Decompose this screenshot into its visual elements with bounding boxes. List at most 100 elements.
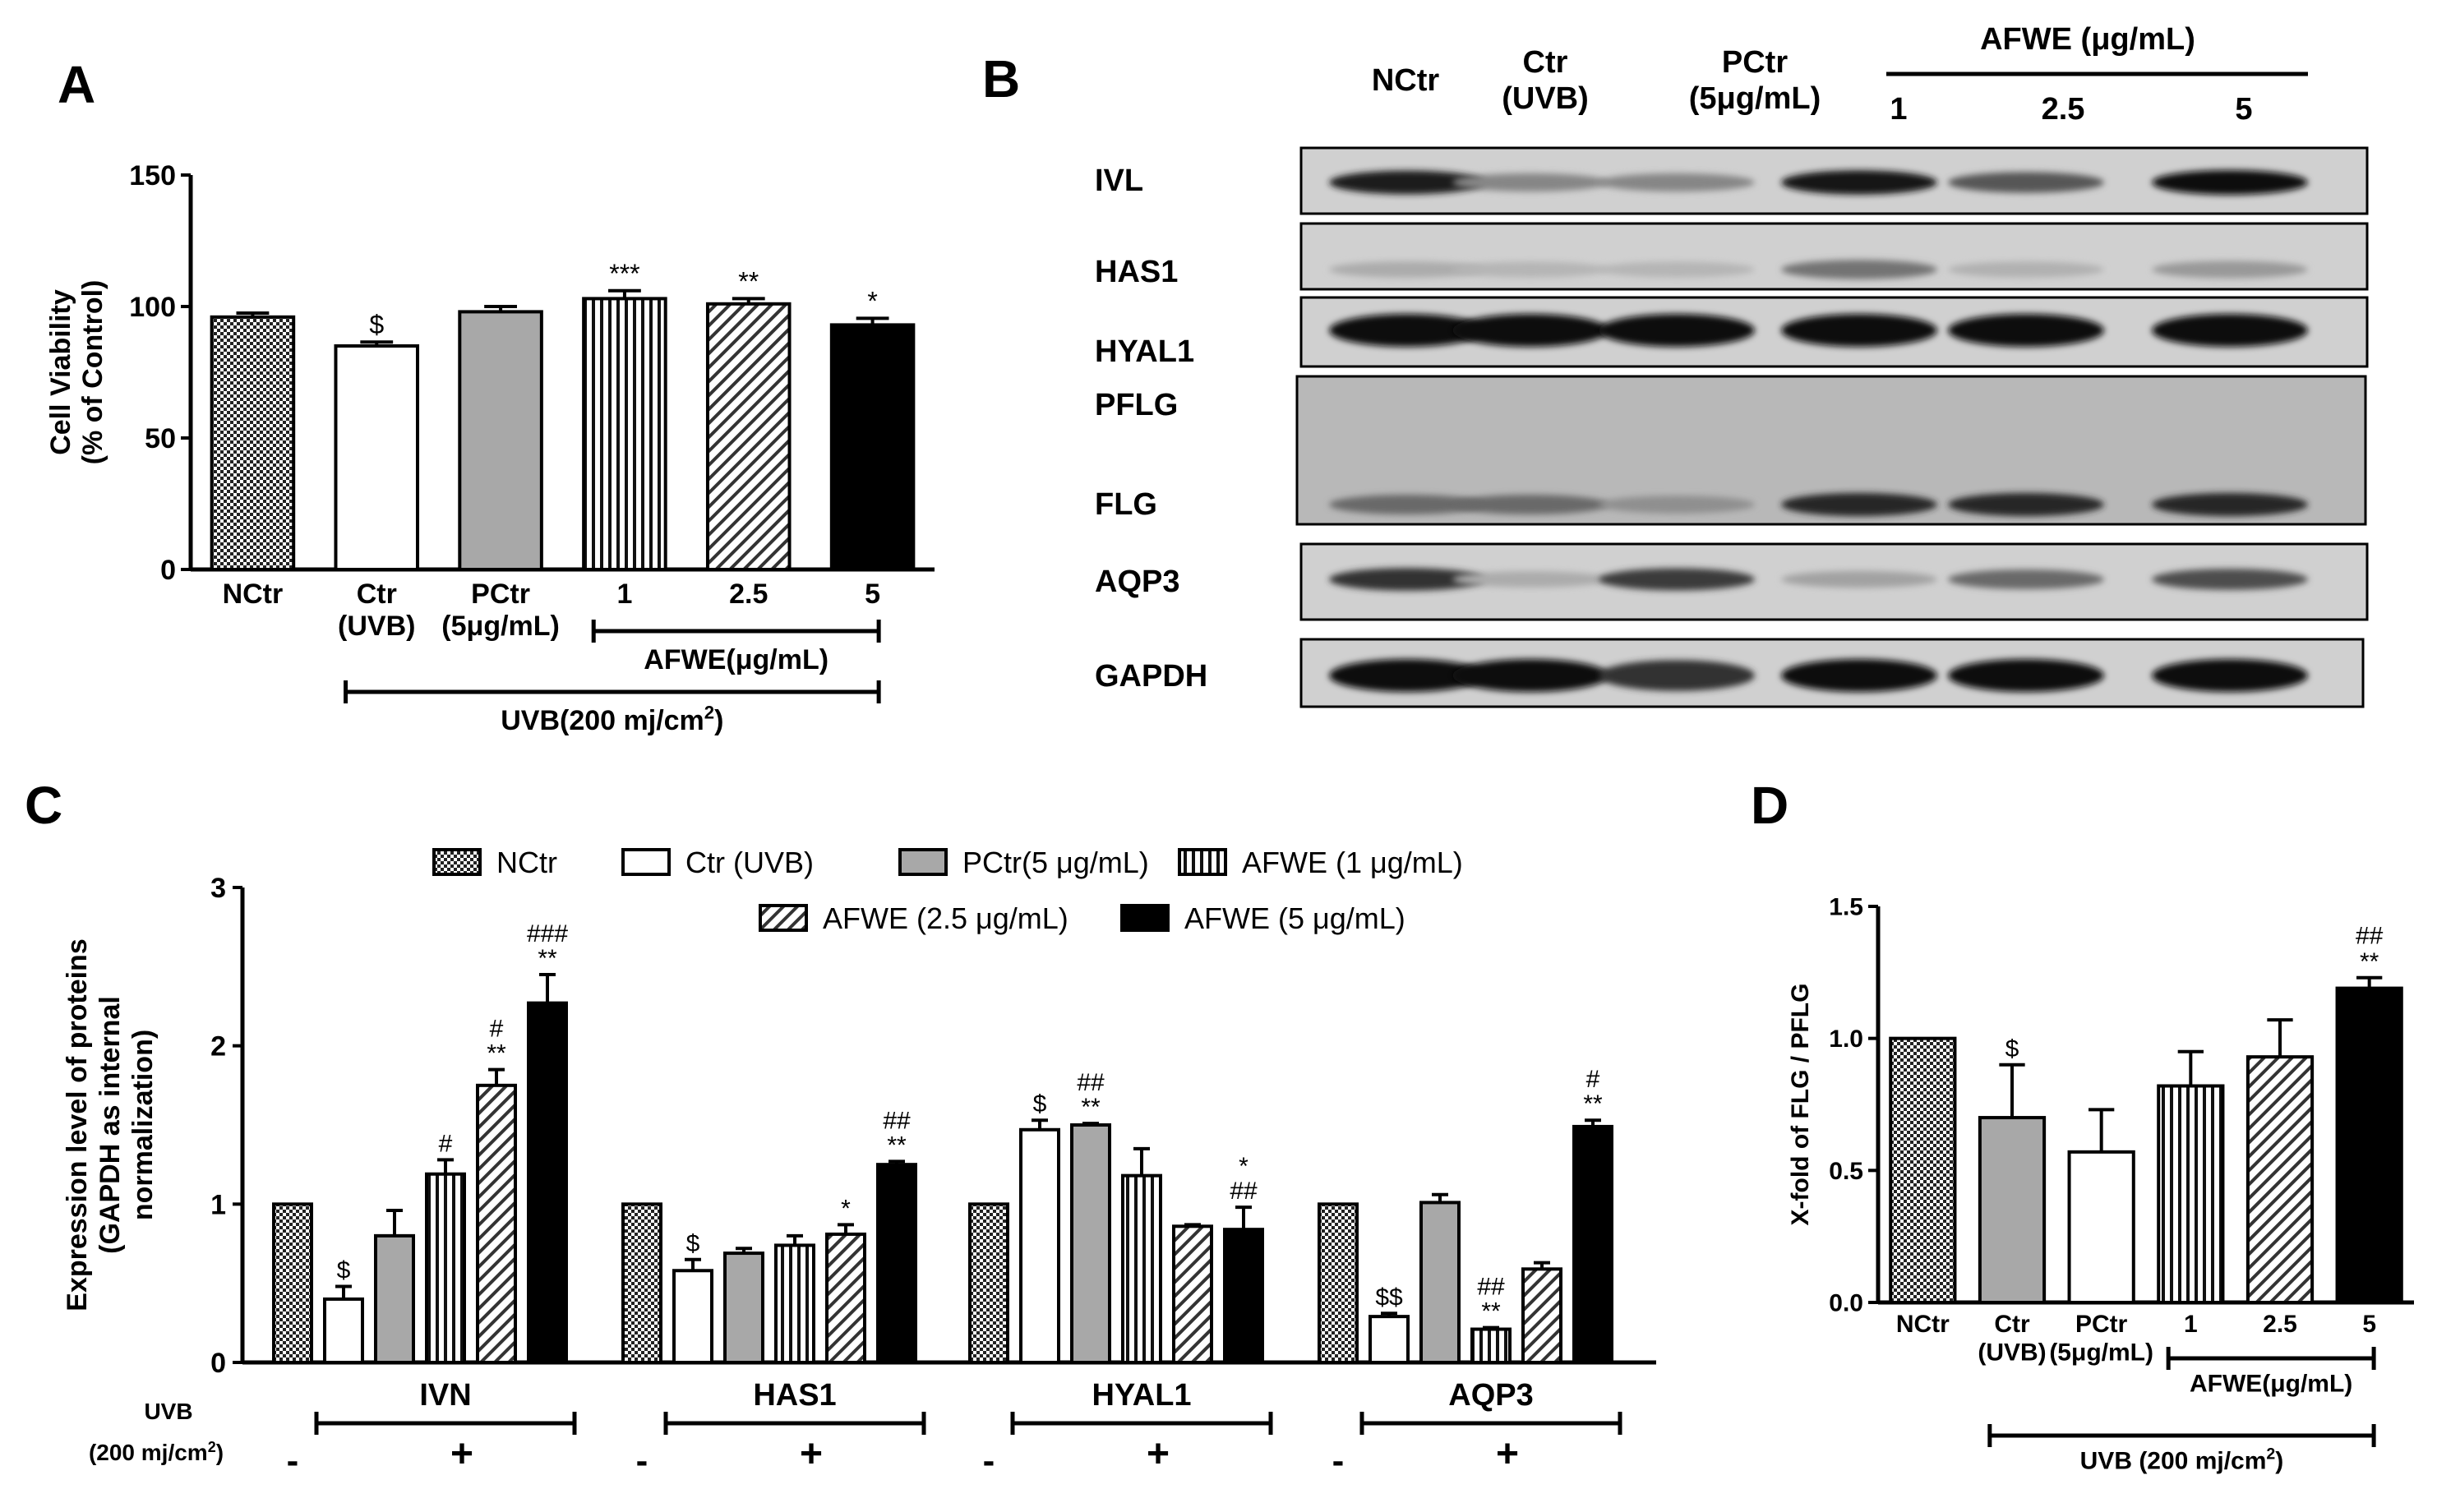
chart-c: 0 1 2 3 Expression level of proteins (GAPDH a…	[62, 846, 1656, 1481]
bar	[2245, 1055, 2315, 1305]
panel-a-letter: A	[58, 55, 95, 114]
blot-band	[1452, 173, 1609, 192]
blot-band	[1329, 314, 1485, 347]
blot-band	[1948, 569, 2104, 589]
bar	[2067, 1150, 2135, 1304]
uvb-minus: -	[636, 1441, 648, 1481]
category-label: 1	[2184, 1311, 2198, 1338]
significance-label: $	[686, 1230, 700, 1257]
blot-band	[1948, 659, 2104, 692]
blot-band	[1781, 659, 1937, 692]
blot-row	[1299, 222, 2369, 291]
bar	[1223, 1228, 1264, 1365]
significance-label: $	[1033, 1090, 1047, 1118]
bracket-label: AFWE(μg/mL)	[644, 644, 828, 675]
bar	[1121, 1173, 1162, 1364]
blot-band	[1329, 659, 1485, 692]
lane-label: 2.5	[2042, 92, 2085, 127]
lane-label: (UVB)	[1502, 81, 1589, 116]
blot-band	[1781, 314, 1937, 347]
significance-label: #	[439, 1130, 453, 1157]
blot-row	[1299, 296, 2369, 368]
blot-band	[1599, 173, 1755, 192]
significance-label: **	[538, 945, 557, 972]
category-label: 5	[2362, 1311, 2376, 1338]
lane-label: PCtr	[1722, 45, 1788, 80]
uvb-plus: +	[800, 1432, 823, 1476]
blot-band	[1599, 261, 1755, 278]
blot-band	[2152, 569, 2308, 590]
blot-row-label: AQP3	[1095, 565, 1179, 599]
blot-row-label: PFLG	[1095, 388, 1178, 422]
significance-label: $	[337, 1257, 351, 1284]
bar	[829, 323, 916, 571]
y-tick-label: 1	[210, 1189, 226, 1220]
significance-label: **	[887, 1132, 907, 1159]
blot-band	[1599, 496, 1755, 514]
blot-band	[2152, 170, 2308, 195]
bar	[2157, 1084, 2225, 1305]
legend-swatch	[432, 848, 482, 876]
blot-row	[1299, 638, 2365, 708]
bar	[1019, 1127, 1060, 1365]
panel-c-letter: C	[25, 776, 62, 835]
category-label: Ctr	[357, 579, 397, 610]
group-label: AQP3	[1448, 1378, 1533, 1413]
blot-membrane	[1299, 222, 2369, 291]
blot-band	[1329, 568, 1485, 591]
lane-label: (5μg/mL)	[1689, 81, 1821, 116]
bar	[621, 1202, 662, 1365]
bar	[1172, 1224, 1213, 1364]
significance-label: ##	[2356, 922, 2384, 949]
bar	[774, 1243, 815, 1364]
significance-label: *	[841, 1195, 851, 1222]
blot-band	[2152, 314, 2308, 347]
significance-label: *	[867, 286, 877, 316]
legend-label: AFWE (2.5 μg/mL)	[823, 901, 1068, 935]
y-tick-label: 1.0	[1829, 1026, 1863, 1053]
legend-swatch	[898, 848, 948, 876]
y-axis-label: Cell Viability	[45, 289, 76, 455]
category-label: 2.5	[729, 579, 768, 610]
blot-band	[1948, 492, 2104, 517]
significance-label: ##	[1077, 1069, 1105, 1096]
blot-band	[1599, 314, 1755, 347]
category-label: (UVB)	[338, 611, 415, 642]
afwe-group-label: AFWE (μg/mL)	[1980, 22, 2195, 57]
blot-row	[1299, 542, 2369, 621]
bar	[672, 1269, 713, 1364]
category-label: 2.5	[2263, 1311, 2297, 1338]
blot-row	[1295, 375, 2367, 526]
significance-label: $	[369, 310, 384, 339]
significance-label: $$	[1375, 1284, 1403, 1311]
significance-label: ##	[1230, 1178, 1258, 1205]
blot-band	[1781, 260, 1937, 279]
bar	[825, 1232, 866, 1364]
bar	[1070, 1123, 1111, 1364]
bar	[210, 315, 296, 571]
uvb-plus: +	[1496, 1432, 1519, 1476]
category-label: (5μg/mL)	[2049, 1339, 2153, 1367]
y-tick-label: 0.5	[1829, 1158, 1863, 1185]
blot-band	[2152, 659, 2308, 692]
uvb-label: UVB	[144, 1399, 192, 1424]
bar	[323, 1297, 364, 1365]
y-tick-label: 100	[129, 292, 176, 323]
uvb-minus: -	[983, 1441, 995, 1481]
y-tick-label: 0	[210, 1348, 226, 1379]
blot-row-label: FLG	[1095, 487, 1157, 522]
significance-label: ##	[1477, 1274, 1505, 1301]
blot-band	[1781, 492, 1937, 517]
bar	[705, 302, 792, 571]
y-tick-label: 2	[210, 1031, 226, 1063]
blot-row-label: HAS1	[1095, 255, 1178, 289]
y-tick-label: 1.5	[1829, 894, 1863, 921]
uvb-plus: +	[1147, 1432, 1170, 1476]
blot-band	[1329, 261, 1485, 278]
blot-band	[1948, 172, 2104, 193]
blot-band	[2152, 260, 2308, 279]
legend-label: AFWE (5 μg/mL)	[1184, 901, 1405, 935]
bar	[968, 1202, 1009, 1365]
blot-band	[1948, 314, 2104, 347]
y-axis-label: (GAPDH as internal	[95, 996, 126, 1254]
